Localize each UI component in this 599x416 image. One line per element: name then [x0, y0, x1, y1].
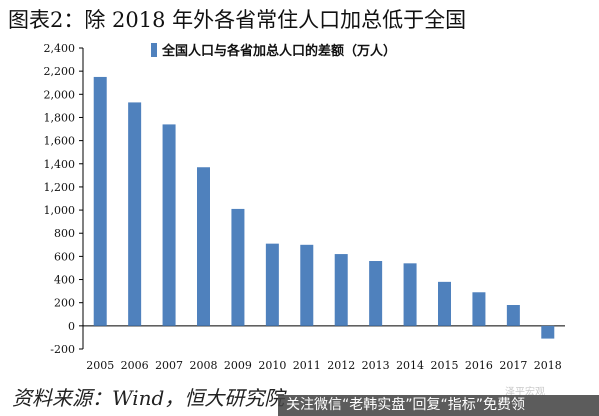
legend-label: 全国人口与各省加总人口的差额（万人）	[161, 43, 396, 59]
y-tick-label: 600	[54, 250, 75, 263]
y-tick-label: 1,400	[44, 158, 76, 171]
y-tick-label: 1,200	[44, 181, 76, 194]
bar	[403, 263, 417, 326]
bar	[128, 102, 142, 326]
y-tick-label: 1,800	[44, 111, 76, 124]
y-tick-label: 1,600	[44, 135, 76, 148]
x-tick-label: 2009	[224, 359, 252, 372]
bar	[93, 76, 107, 326]
legend-swatch	[151, 43, 157, 57]
source-note: 资料来源：Wind，恒大研究院	[12, 386, 285, 410]
x-tick-label: 2015	[431, 359, 459, 372]
bar	[438, 281, 451, 326]
chart-bars	[93, 76, 555, 339]
bar	[369, 261, 383, 326]
x-tick-label: 2005	[86, 359, 114, 372]
page-title: 图表2：除 2018 年外各省常住人口加总低于全国	[8, 8, 467, 32]
x-tick-label: 2006	[121, 359, 149, 372]
bar	[300, 244, 314, 326]
x-tick-label: 2017	[499, 359, 527, 372]
bar	[162, 124, 176, 326]
x-tick-label: 2007	[155, 359, 183, 372]
chart-axes	[79, 47, 565, 350]
x-tick-label: 2010	[258, 359, 286, 372]
y-tick-label: 1,000	[44, 204, 76, 217]
y-tick-labels: -200 0 200 400 600 800 1,000 1,200 1,400 1,600 1,8…	[44, 42, 76, 356]
y-tick-label: -200	[50, 343, 75, 356]
x-tick-label: 2013	[362, 359, 390, 372]
y-tick-label: 2,200	[44, 65, 76, 78]
bar	[334, 254, 348, 326]
x-tick-label: 2008	[190, 359, 218, 372]
x-tick-labels: 2005 2006 2007 2008 2009 2010 2011 2012 2013 2014…	[86, 359, 562, 372]
bar	[541, 325, 555, 339]
x-tick-label: 2011	[293, 359, 321, 372]
x-tick-label: 2018	[534, 359, 562, 372]
bar	[472, 292, 486, 326]
x-tick-label: 2012	[327, 359, 355, 372]
x-tick-label: 2014	[396, 359, 424, 372]
bar	[231, 208, 245, 326]
watermark: 泽平宏观	[505, 387, 545, 398]
x-tick-label: 2016	[465, 359, 493, 372]
promo-banner[interactable]: 关注微信“老韩实盘”回复“指标”免费领	[278, 395, 599, 416]
y-tick-label: 0	[68, 320, 75, 333]
bar	[197, 167, 210, 326]
bar	[506, 305, 520, 326]
y-tick-label: 200	[54, 297, 75, 310]
bar	[265, 243, 279, 326]
y-tick-label: 800	[54, 227, 75, 240]
chart-legend: 全国人口与各省加总人口的差额（万人）	[151, 43, 396, 59]
y-tick-label: 2,000	[44, 88, 76, 101]
y-tick-label: 2,400	[44, 42, 76, 55]
y-tick-label: 400	[54, 274, 75, 287]
